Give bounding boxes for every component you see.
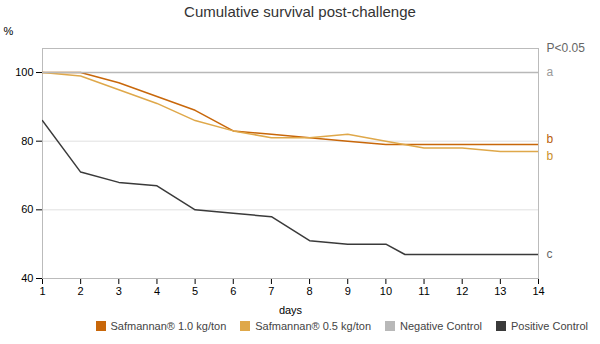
svg-text:%: %: [4, 25, 14, 37]
svg-text:P<0.05: P<0.05: [547, 41, 586, 55]
svg-text:12: 12: [456, 285, 468, 297]
svg-text:6: 6: [230, 285, 236, 297]
svg-text:4: 4: [154, 285, 160, 297]
svg-text:b: b: [547, 149, 554, 163]
html-text:Positive Control: Positive Control: [511, 320, 588, 332]
html-text:Safmannan® 1.0 kg/ton: Safmannan® 1.0 kg/ton: [110, 320, 227, 332]
svg-text:days: days: [279, 304, 303, 316]
svg-text:10: 10: [380, 285, 392, 297]
svg-text:13: 13: [494, 285, 506, 297]
html-text:Negative Control: Negative Control: [400, 320, 482, 332]
svg-text:5: 5: [192, 285, 198, 297]
html-text:Cumulative survival post-chall: Cumulative survival post-challenge: [184, 3, 416, 20]
svg-text:b: b: [547, 132, 554, 146]
svg-text:40: 40: [21, 272, 33, 284]
svg-text:2: 2: [78, 285, 84, 297]
svg-text:100: 100: [15, 66, 33, 78]
svg-text:11: 11: [418, 285, 429, 297]
svg-text:14: 14: [532, 285, 544, 297]
svg-text:c: c: [547, 247, 553, 261]
svg-text:80: 80: [21, 135, 33, 147]
svg-text:1: 1: [39, 285, 45, 297]
svg-text:a: a: [547, 65, 554, 79]
html-text:Safmannan® 0.5 kg/ton: Safmannan® 0.5 kg/ton: [255, 320, 371, 332]
svg-text:8: 8: [307, 285, 313, 297]
svg-text:9: 9: [345, 285, 351, 297]
svg-text:60: 60: [21, 203, 33, 215]
svg-text:7: 7: [268, 285, 274, 297]
svg-text:3: 3: [116, 285, 122, 297]
